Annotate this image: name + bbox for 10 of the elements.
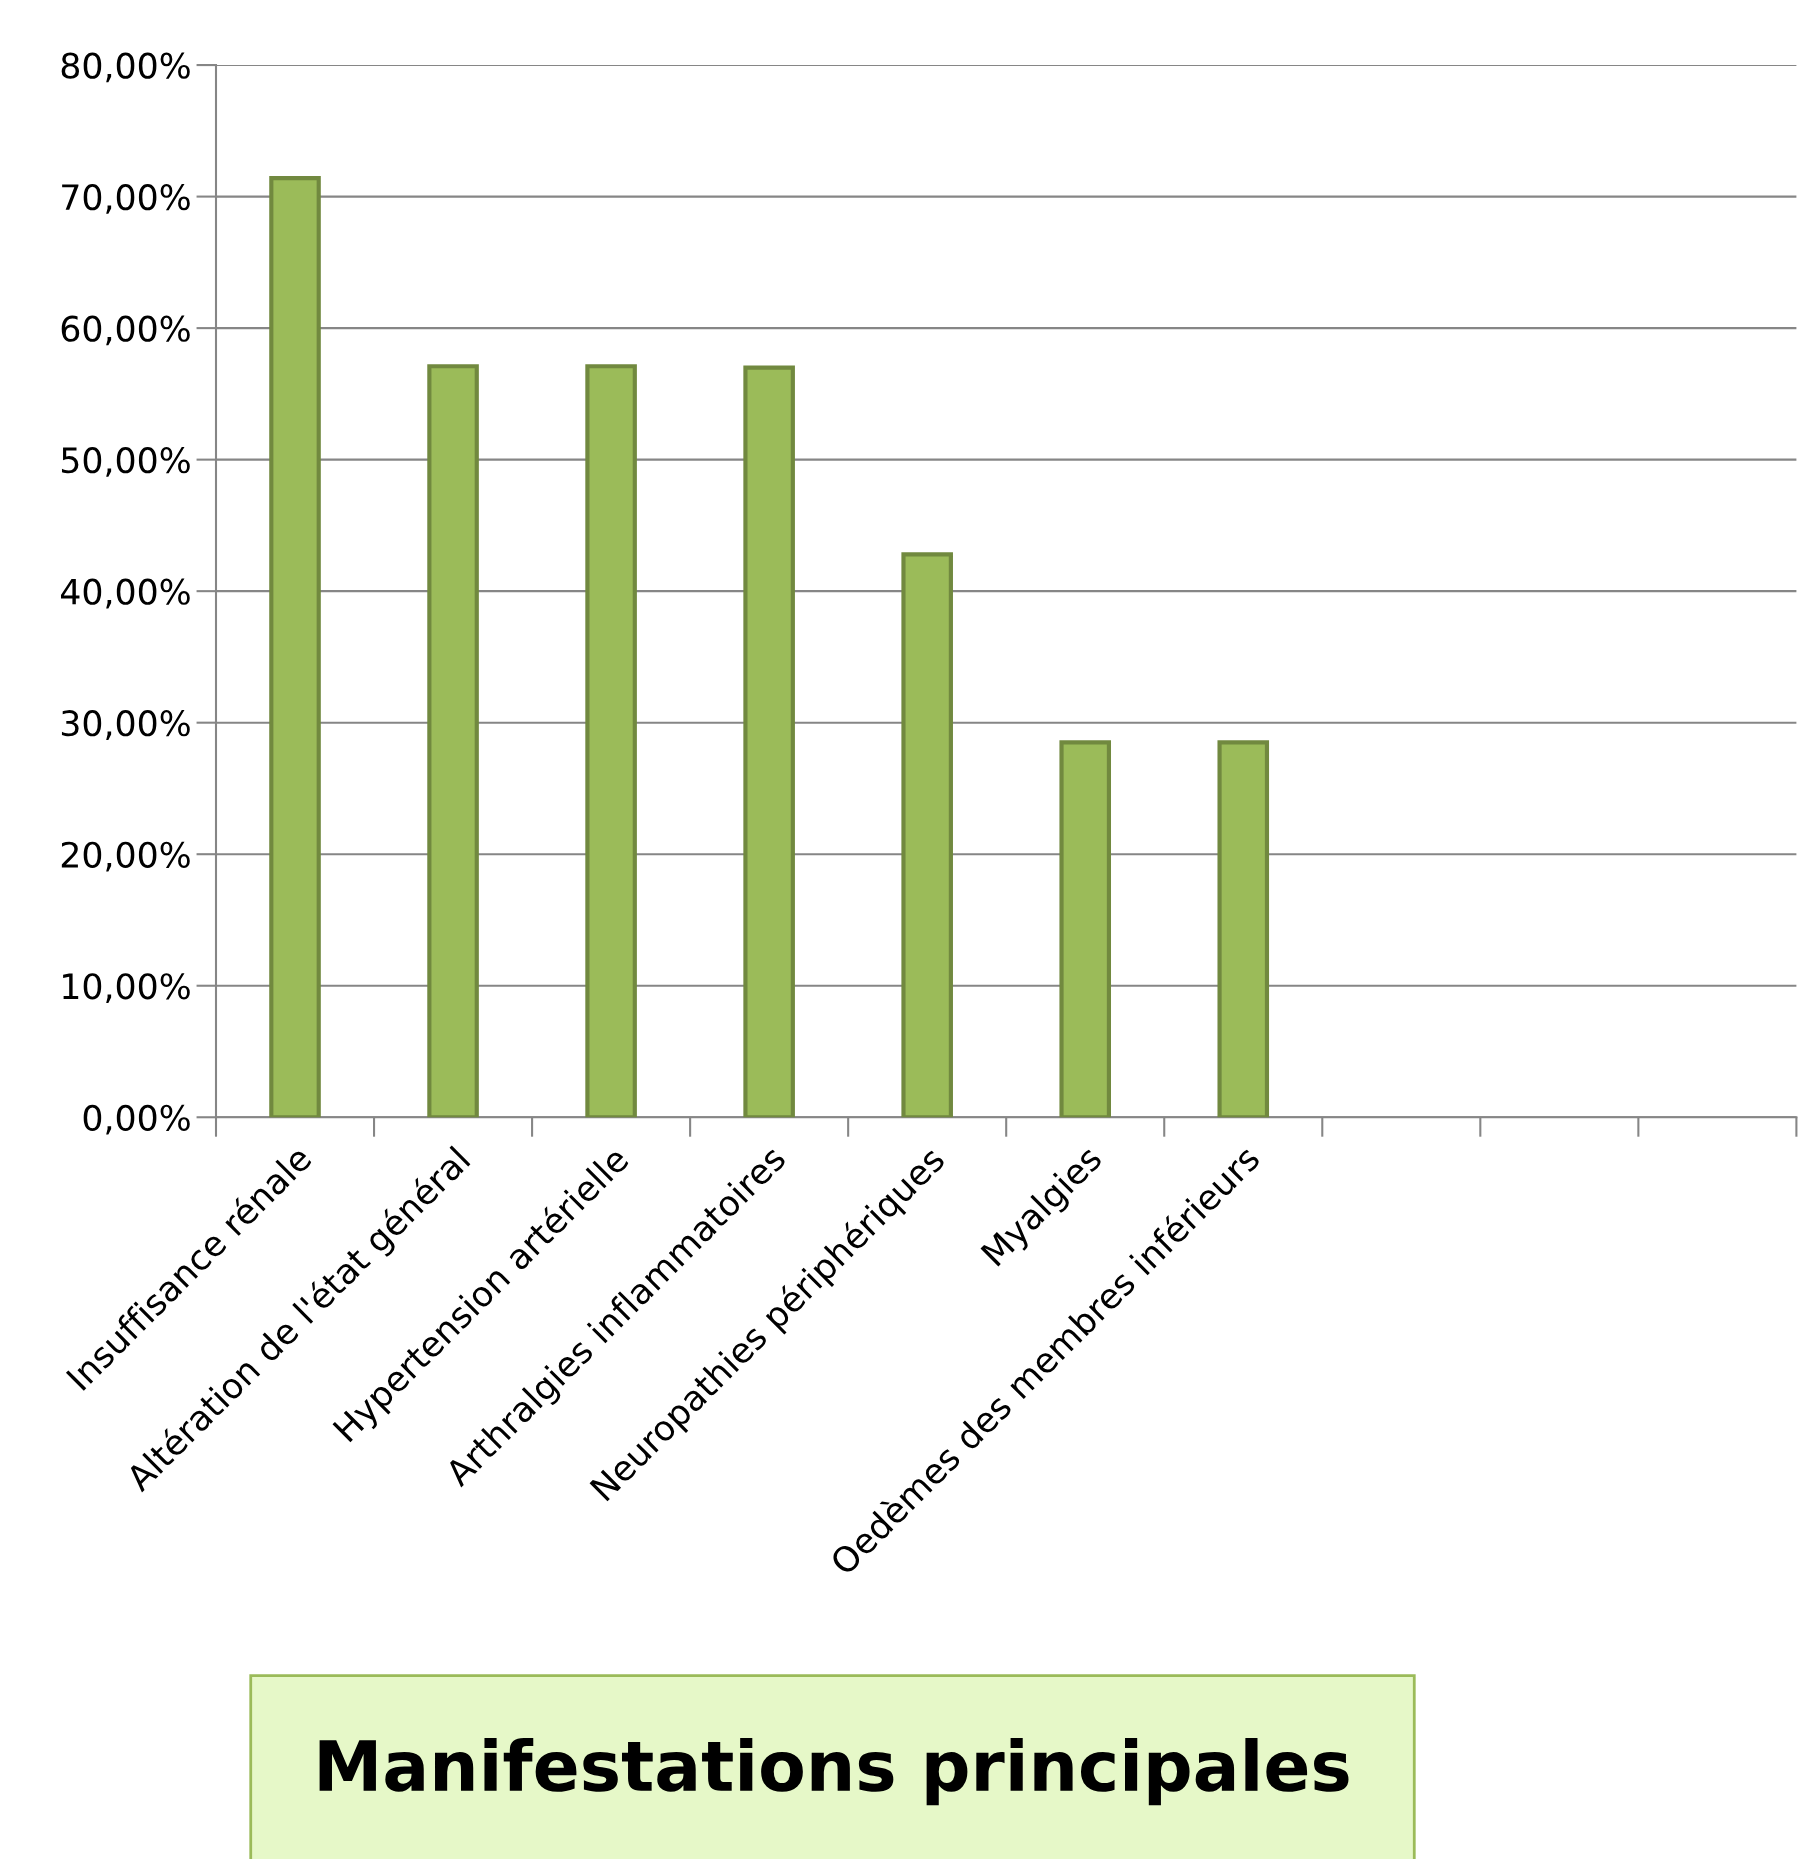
y-tick-label: 40,00% [61,578,190,609]
y-tick-label: 70,00% [62,184,190,214]
y-tick-label: 0,00% [83,1104,190,1135]
y-tick-label: 80,00% [61,52,190,83]
y-tick-label: 20,00% [61,841,190,872]
text: Manifestations principales [319,1738,1349,1806]
y-tick-label: 30,00% [61,710,190,740]
y-tick-label: 60,00% [61,315,190,346]
y-tick-label: 50,00% [61,447,190,477]
y-tick-label: 10,00% [63,973,190,1003]
